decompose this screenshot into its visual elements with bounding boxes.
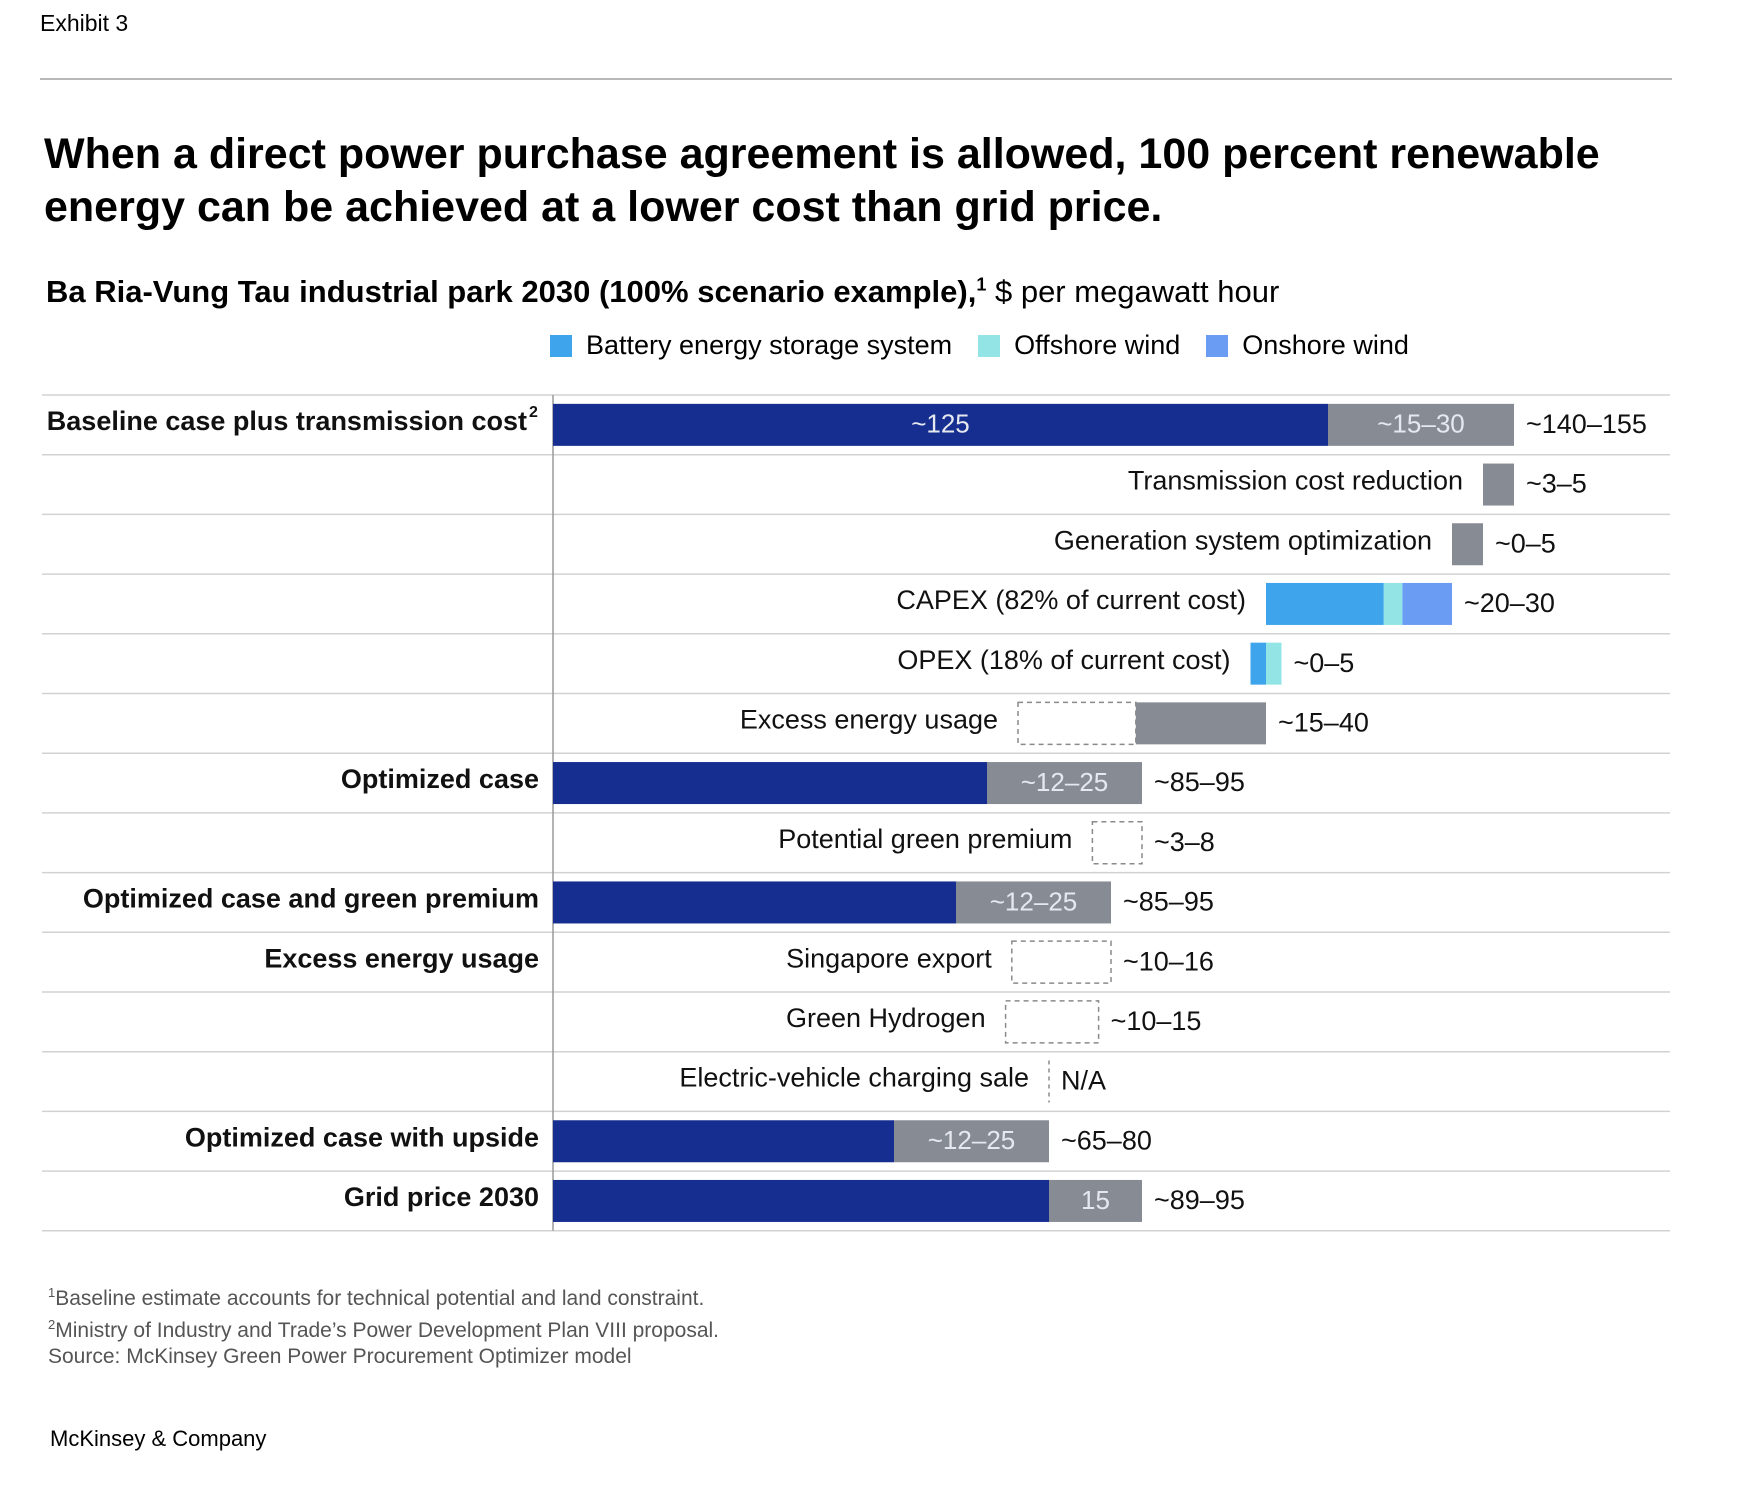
footnote-1-text: Baseline estimate accounts for technical… (55, 1287, 705, 1310)
row-category-label: Electric-vehicle charging sale (679, 1063, 1029, 1093)
row-group-label: Excess energy usage (264, 943, 539, 973)
bar-segment-gray (956, 881, 1111, 924)
legend-swatch-onshore (1206, 334, 1229, 357)
row-category-footnote-marker: 2 (529, 404, 538, 421)
bar-segment-gray (1483, 463, 1514, 506)
subtitle-footnote-marker: 1 (976, 274, 987, 295)
chart-subtitle: Ba Ria-Vung Tau industrial park 2030 (10… (46, 274, 1279, 310)
legend-swatch-offshore (978, 334, 1001, 357)
row-value-label: ~20–30 (1464, 588, 1555, 618)
bar-segment-offshore (1266, 642, 1282, 685)
footnote-1-marker: 1 (48, 1285, 56, 1300)
row-category-label: Excess energy usage (740, 704, 998, 734)
row-value-label: ~65–80 (1061, 1125, 1152, 1155)
bar-segment-battery (1266, 582, 1384, 625)
bar-segment-baseline (553, 881, 956, 924)
bar-segment-gray (1135, 702, 1266, 745)
chart-title: When a direct power purchase agreement i… (44, 130, 1600, 231)
row-category-label: Green Hydrogen (786, 1003, 986, 1033)
bar-segment-baseline (553, 762, 987, 805)
bar-segment-label: ~12–25 (990, 886, 1077, 916)
bar-segment-onshore (1402, 582, 1452, 625)
row-category-label: Baseline case plus transmission cost (47, 406, 527, 436)
bar-segment-gray (894, 1120, 1049, 1163)
row-value-label: ~15–40 (1278, 707, 1369, 737)
bar-segment-gray (1328, 403, 1514, 446)
legend-item-onshore: Onshore wind (1206, 330, 1409, 361)
bar-segment-gray (987, 762, 1142, 805)
row-category-label: Potential green premium (778, 824, 1072, 854)
bar-segment-baseline (553, 1179, 1049, 1222)
row-category-label: Optimized case and green premium (83, 884, 539, 914)
bar-segment-baseline (553, 1120, 894, 1163)
row-value-label: ~3–5 (1526, 469, 1587, 499)
brand-logo-text: McKinsey & Company (50, 1426, 267, 1451)
source-text: Source: McKinsey Green Power Procurement… (48, 1345, 632, 1368)
subtitle-bold: Ba Ria-Vung Tau industrial park 2030 (10… (46, 274, 977, 309)
footnote-2-text: Ministry of Industry and Trade’s Power D… (55, 1319, 720, 1342)
top-rule (40, 78, 1672, 80)
bar-segment-baseline (553, 403, 1328, 446)
row-value-label: ~0–5 (1495, 528, 1556, 558)
bar-segment-label: ~12–25 (928, 1125, 1015, 1155)
chart-legend: Battery energy storage system Offshore w… (550, 330, 1435, 361)
subtitle-unit: $ per megawatt hour (986, 274, 1280, 309)
bar-segment-dashed (1017, 701, 1137, 746)
exhibit-label: Exhibit 3 (40, 10, 129, 36)
bar-segment-label: 15 (1081, 1185, 1110, 1215)
legend-item-battery: Battery energy storage system (550, 330, 952, 361)
bar-segment-dashed (1004, 1000, 1100, 1044)
row-category-label: Generation system optimization (1054, 525, 1432, 555)
legend-swatch-battery (550, 334, 572, 357)
footnote-2: 2Ministry of Industry and Trade’s Power … (48, 1312, 719, 1344)
footnote-1: 1Baseline estimate accounts for technica… (48, 1280, 719, 1312)
row-value-label: ~85–95 (1123, 887, 1214, 917)
row-value-label: ~10–16 (1123, 946, 1214, 976)
bar-segment-gray (1452, 523, 1483, 566)
footnote-2-marker: 2 (48, 1317, 56, 1332)
legend-label-onshore: Onshore wind (1242, 330, 1409, 360)
row-category-label: Singapore export (786, 943, 992, 973)
row-value-label: ~140–155 (1526, 409, 1647, 439)
footnotes: 1Baseline estimate accounts for technica… (48, 1280, 719, 1370)
bar-segment-offshore (1383, 582, 1403, 625)
legend-label-offshore: Offshore wind (1014, 330, 1181, 360)
legend-item-offshore: Offshore wind (978, 330, 1180, 361)
row-value-label: ~89–95 (1154, 1185, 1245, 1215)
bar-segment-label: ~15–30 (1377, 409, 1464, 439)
row-value-label: ~3–8 (1154, 827, 1215, 857)
row-category-label: Grid price 2030 (344, 1182, 539, 1212)
row-value-label: ~10–15 (1111, 1006, 1202, 1036)
bar-segment-label: ~12–25 (1021, 767, 1108, 797)
bar-segment-dashed (1091, 821, 1143, 865)
row-category-label: Transmission cost reduction (1128, 466, 1463, 496)
row-category-label: Optimized case (341, 764, 539, 794)
footnote-source: Source: McKinsey Green Power Procurement… (48, 1344, 719, 1370)
bar-segment-gray (1049, 1179, 1142, 1222)
bar-segment-dashed (1011, 940, 1112, 984)
row-category-label: Optimized case with upside (185, 1122, 539, 1152)
row-value-label: ~85–95 (1154, 767, 1245, 797)
bar-segment-label: ~125 (911, 409, 970, 439)
legend-label-battery: Battery energy storage system (586, 330, 953, 360)
bar-segment-battery (1250, 642, 1266, 685)
row-value-label: N/A (1061, 1066, 1106, 1096)
row-category-label: OPEX (18% of current cost) (897, 645, 1230, 675)
row-category-label: CAPEX (82% of current cost) (896, 585, 1246, 615)
row-value-label: ~0–5 (1294, 648, 1355, 678)
